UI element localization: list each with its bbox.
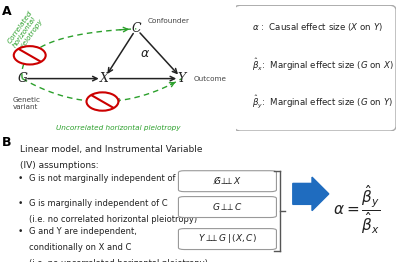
Circle shape <box>14 46 46 64</box>
Text: •: • <box>18 199 23 209</box>
FancyBboxPatch shape <box>178 196 276 217</box>
Text: •: • <box>18 227 23 236</box>
Text: G and Y are independent,: G and Y are independent, <box>30 227 137 236</box>
Text: B: B <box>2 136 12 149</box>
Text: $G \perp\!\!\!\perp C$: $G \perp\!\!\!\perp C$ <box>212 201 243 212</box>
Text: G is not marginally independent of X: G is not marginally independent of X <box>30 174 184 183</box>
Text: C: C <box>132 22 141 35</box>
FancyBboxPatch shape <box>178 171 276 192</box>
Text: $Y \perp\!\!\!\perp G\,|\,(X,C)$: $Y \perp\!\!\!\perp G\,|\,(X,C)$ <box>198 232 257 245</box>
Text: $\hat{\beta}_x$:  Marginal effect size ($G$ on $X$): $\hat{\beta}_x$: Marginal effect size ($… <box>252 56 394 73</box>
Text: $\alpha = \dfrac{\hat{\beta}_y}{\hat{\beta}_x}$: $\alpha = \dfrac{\hat{\beta}_y}{\hat{\be… <box>333 184 380 236</box>
Text: $\alpha$ :  Causal effect size ($X$ on $Y$): $\alpha$ : Causal effect size ($X$ on $Y… <box>252 21 383 33</box>
Text: •: • <box>18 174 23 183</box>
Text: (i.e. no correlated horizontal pleiotropy): (i.e. no correlated horizontal pleiotrop… <box>30 215 198 225</box>
Text: Correlated
horizontal
pleiotropy: Correlated horizontal pleiotropy <box>6 9 45 52</box>
Text: G is marginally independent of C: G is marginally independent of C <box>30 199 168 209</box>
Text: Outcome: Outcome <box>193 76 226 81</box>
Text: X: X <box>100 72 109 85</box>
Text: $\hat{\beta}_y$:  Marginal effect size ($G$ on $Y$): $\hat{\beta}_y$: Marginal effect size ($… <box>252 94 393 110</box>
Text: Confounder: Confounder <box>148 18 190 24</box>
Text: $G \not\!\perp\!\!\!\perp X$: $G \not\!\perp\!\!\!\perp X$ <box>213 175 242 186</box>
FancyBboxPatch shape <box>234 5 396 131</box>
Text: $\alpha$: $\alpha$ <box>140 47 150 60</box>
Text: conditionally on X and C: conditionally on X and C <box>30 243 132 252</box>
Text: (IV) assumptions:: (IV) assumptions: <box>20 161 98 170</box>
FancyBboxPatch shape <box>178 228 276 249</box>
FancyArrow shape <box>293 177 329 211</box>
Text: Y: Y <box>178 72 186 85</box>
Text: Uncorrelated horizontal pleiotropy: Uncorrelated horizontal pleiotropy <box>56 125 180 131</box>
Text: Linear model, and Instrumental Variable: Linear model, and Instrumental Variable <box>20 145 202 154</box>
Text: Exposure: Exposure <box>88 97 121 103</box>
Circle shape <box>86 92 118 111</box>
Text: Genetic
variant: Genetic variant <box>13 97 41 110</box>
Text: A: A <box>2 5 11 18</box>
Text: (i.e. no uncorrelated horizontal pleiotropy): (i.e. no uncorrelated horizontal pleiotr… <box>30 259 208 262</box>
Text: G: G <box>17 72 27 85</box>
